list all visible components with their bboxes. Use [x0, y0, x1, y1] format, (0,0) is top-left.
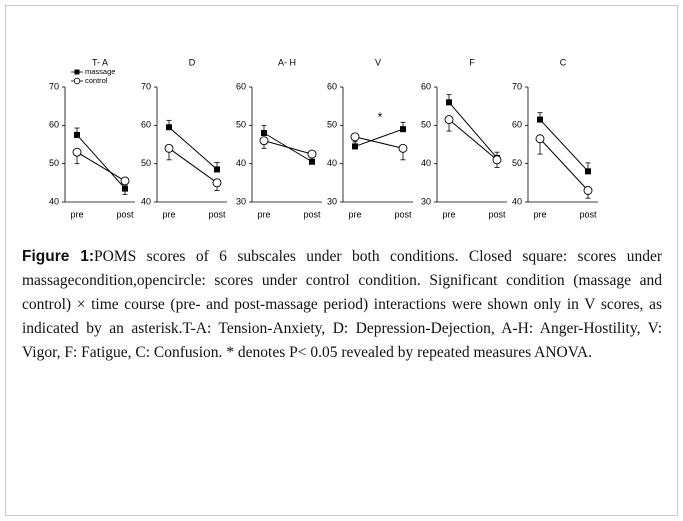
x-tick-label: post [303, 209, 321, 219]
y-tick-label: 50 [327, 120, 337, 130]
marker [166, 124, 172, 131]
series-line [168, 126, 218, 170]
marker [120, 176, 130, 186]
y-tick-label: 50 [236, 120, 246, 130]
y-tick-label: 60 [512, 120, 522, 130]
series-line [448, 102, 498, 159]
y-tick-label: 50 [421, 120, 431, 130]
caption-text: POMS scores of 6 subscales under both co… [22, 248, 662, 361]
marker [350, 132, 360, 142]
x-tick-label: post [394, 209, 412, 219]
marker [259, 136, 269, 146]
marker [307, 149, 317, 159]
series-line [168, 147, 218, 184]
y-tick-label: 40 [512, 196, 522, 206]
y-tick-label: 60 [49, 120, 59, 130]
marker [537, 116, 543, 123]
chart-title: D [189, 57, 196, 67]
annotation: * [378, 110, 383, 124]
y-tick-label: 50 [49, 158, 59, 168]
marker [535, 134, 545, 144]
y-tick-label: 40 [327, 158, 337, 168]
y-tick-label: 60 [421, 81, 431, 91]
y-tick-label: 60 [236, 81, 246, 91]
chart-title: A- H [278, 57, 296, 67]
x-tick-label: pre [442, 209, 455, 219]
legend-marker [74, 69, 80, 75]
caption: Figure 1:POMS scores of 6 subscales unde… [22, 245, 662, 365]
y-tick-label: 50 [141, 158, 151, 168]
marker [583, 186, 593, 195]
y-tick-label: 40 [49, 196, 59, 206]
marker [214, 166, 220, 173]
marker [400, 126, 406, 133]
marker [398, 143, 408, 153]
marker [585, 168, 591, 175]
y-tick-label: 70 [512, 81, 522, 91]
x-tick-label: pre [257, 209, 270, 219]
x-tick-label: pre [533, 209, 546, 219]
legend-label: massage [85, 67, 115, 76]
marker [492, 155, 502, 165]
marker [72, 147, 82, 157]
figure-frame [5, 5, 678, 516]
series-line [354, 136, 404, 149]
y-tick-label: 60 [141, 120, 151, 130]
chart-title: T- A [92, 57, 108, 67]
marker [444, 115, 454, 125]
legend-marker [73, 77, 81, 85]
x-tick-label: pre [70, 209, 83, 219]
marker [309, 158, 315, 165]
y-tick-label: 40 [141, 196, 151, 206]
series-line [448, 119, 498, 161]
y-tick-label: 30 [236, 196, 246, 206]
x-tick-label: post [208, 209, 226, 219]
caption-label: Figure 1: [22, 248, 95, 265]
series-line [76, 151, 126, 182]
marker [212, 178, 222, 188]
series-line [76, 134, 126, 189]
chart-title: C [560, 57, 567, 67]
x-tick-label: post [579, 209, 597, 219]
y-tick-label: 60 [327, 81, 337, 91]
y-tick-label: 70 [49, 81, 59, 91]
x-tick-label: pre [348, 209, 361, 219]
x-tick-label: post [116, 209, 134, 219]
chart-title: F [469, 57, 475, 67]
y-tick-label: 40 [236, 158, 246, 168]
x-tick-label: post [488, 209, 506, 219]
marker [164, 143, 174, 153]
series-line [263, 140, 313, 155]
chart-title: V [375, 57, 381, 67]
y-tick-label: 30 [421, 196, 431, 206]
x-tick-label: pre [162, 209, 175, 219]
marker [446, 99, 452, 106]
marker [261, 130, 267, 136]
legend-label: control [85, 76, 108, 85]
y-tick-label: 40 [421, 158, 431, 168]
y-tick-label: 50 [512, 158, 522, 168]
y-tick-label: 30 [327, 196, 337, 206]
series-line [539, 138, 589, 191]
marker [74, 131, 80, 138]
series-line [354, 128, 404, 147]
series-line [539, 119, 589, 172]
y-tick-label: 70 [141, 81, 151, 91]
